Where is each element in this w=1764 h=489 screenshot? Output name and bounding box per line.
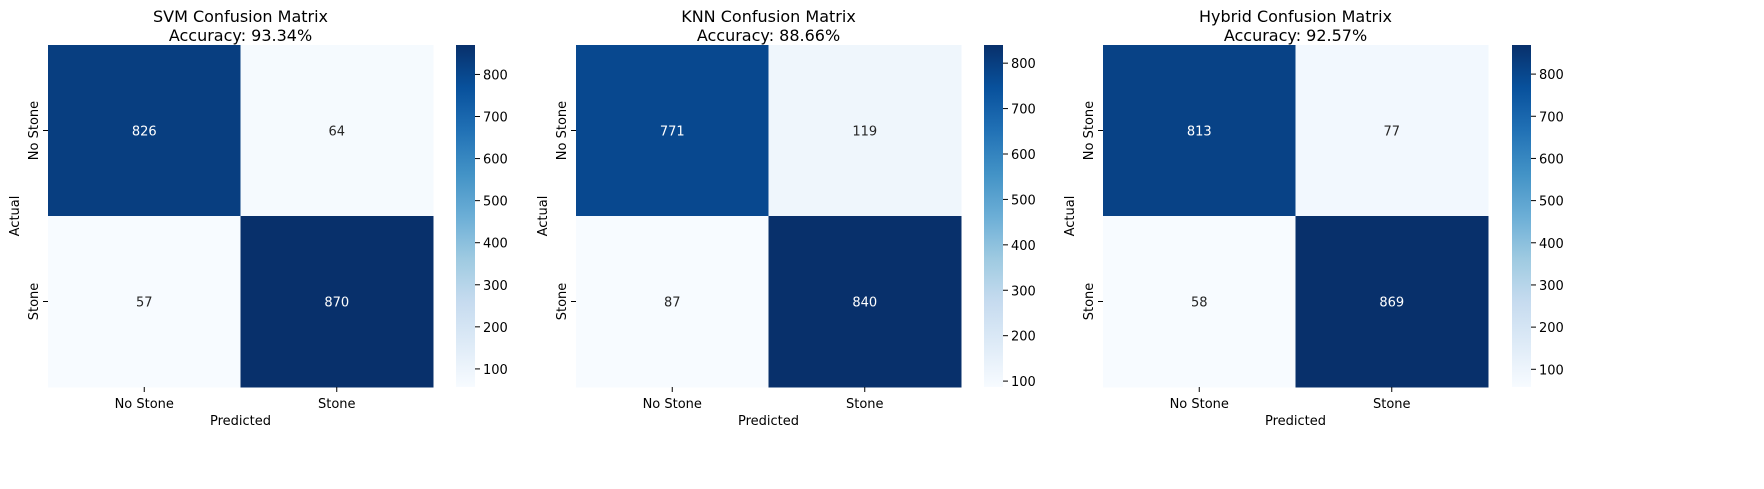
x-axis-label: Predicted: [210, 414, 271, 429]
y-tick-label: Stone: [555, 283, 570, 321]
heatmap-cell: [1103, 45, 1296, 217]
heatmap-cell: [576, 45, 769, 217]
chart-subtitle: Accuracy: 92.57%: [1224, 26, 1367, 45]
y-tick-label: No Stone: [27, 101, 42, 160]
cell-value-label: 869: [1379, 296, 1404, 311]
heatmap-cell: [48, 216, 241, 388]
colorbar-tick-label: 400: [1011, 239, 1036, 254]
heatmap-cell: [48, 45, 241, 217]
x-tick-label: No Stone: [1170, 397, 1229, 412]
x-tick-label: No Stone: [643, 397, 702, 412]
colorbar-tick-label: 100: [1011, 375, 1036, 390]
colorbar-tick-label: 400: [1539, 237, 1564, 252]
x-axis-label: Predicted: [738, 414, 799, 429]
colorbar-tick-label: 600: [483, 153, 508, 168]
y-tick-label: No Stone: [555, 101, 570, 160]
colorbar-tick-label: 400: [483, 237, 508, 252]
colorbar-tick-label: 700: [1011, 103, 1036, 118]
colorbar-tick-label: 700: [483, 111, 508, 126]
colorbar-tick-label: 300: [1011, 284, 1036, 299]
colorbar-tick-label: 700: [1539, 110, 1564, 125]
cell-value-label: 87: [664, 296, 681, 311]
colorbar-tick-label: 300: [483, 279, 508, 294]
x-tick-label: Stone: [318, 397, 356, 412]
colorbar-tick-label: 500: [483, 195, 508, 210]
cell-value-label: 771: [660, 125, 685, 140]
y-axis-label: Actual: [8, 196, 23, 237]
x-tick-label: Stone: [846, 397, 884, 412]
x-tick-label: Stone: [1373, 397, 1411, 412]
cell-value-label: 813: [1187, 125, 1212, 140]
chart-title: Hybrid Confusion Matrix: [1199, 7, 1392, 26]
colorbar-tick-label: 600: [1011, 148, 1036, 163]
y-tick-label: Stone: [1082, 283, 1097, 321]
colorbar-tick-label: 100: [483, 363, 508, 378]
cell-value-label: 870: [324, 296, 349, 311]
cell-value-label: 77: [1383, 125, 1400, 140]
cell-value-label: 64: [328, 125, 345, 140]
colorbar-tick-label: 600: [1539, 152, 1564, 167]
cell-value-label: 58: [1191, 296, 1208, 311]
heatmap-cell: [768, 216, 962, 388]
heatmap-cell: [240, 45, 434, 217]
chart-title: SVM Confusion Matrix: [153, 7, 328, 26]
heatmap-cell: [1295, 45, 1489, 217]
heatmap-cell: [1295, 216, 1489, 388]
cell-value-label: 826: [132, 125, 157, 140]
y-tick-label: Stone: [27, 283, 42, 321]
chart-subtitle: Accuracy: 93.34%: [169, 26, 312, 45]
colorbar-tick-label: 500: [1011, 193, 1036, 208]
colorbar-tick-label: 300: [1539, 279, 1564, 294]
y-tick-label: No Stone: [1082, 101, 1097, 160]
heatmap-cell: [240, 216, 434, 388]
colorbar-tick-label: 100: [1539, 363, 1564, 378]
chart-title: KNN Confusion Matrix: [681, 7, 856, 26]
x-tick-label: No Stone: [115, 397, 174, 412]
colorbar: [984, 45, 1003, 387]
colorbar-tick-label: 800: [1011, 57, 1036, 72]
cell-value-label: 57: [136, 296, 153, 311]
y-axis-label: Actual: [536, 196, 551, 237]
cell-value-label: 840: [852, 296, 877, 311]
y-axis-label: Actual: [1063, 196, 1078, 237]
colorbar-tick-label: 200: [483, 321, 508, 336]
colorbar-tick-label: 800: [483, 68, 508, 83]
heatmap-cell: [768, 45, 962, 217]
cell-value-label: 119: [852, 125, 877, 140]
colorbar-tick-label: 800: [1539, 68, 1564, 83]
colorbar-tick-label: 200: [1011, 330, 1036, 345]
heatmap-cell: [1103, 216, 1296, 388]
chart-subtitle: Accuracy: 88.66%: [697, 26, 840, 45]
x-axis-label: Predicted: [1265, 414, 1326, 429]
colorbar: [1512, 45, 1531, 387]
colorbar-tick-label: 500: [1539, 195, 1564, 210]
heatmap-cell: [576, 216, 769, 388]
colorbar-tick-label: 200: [1539, 321, 1564, 336]
colorbar: [456, 45, 475, 387]
